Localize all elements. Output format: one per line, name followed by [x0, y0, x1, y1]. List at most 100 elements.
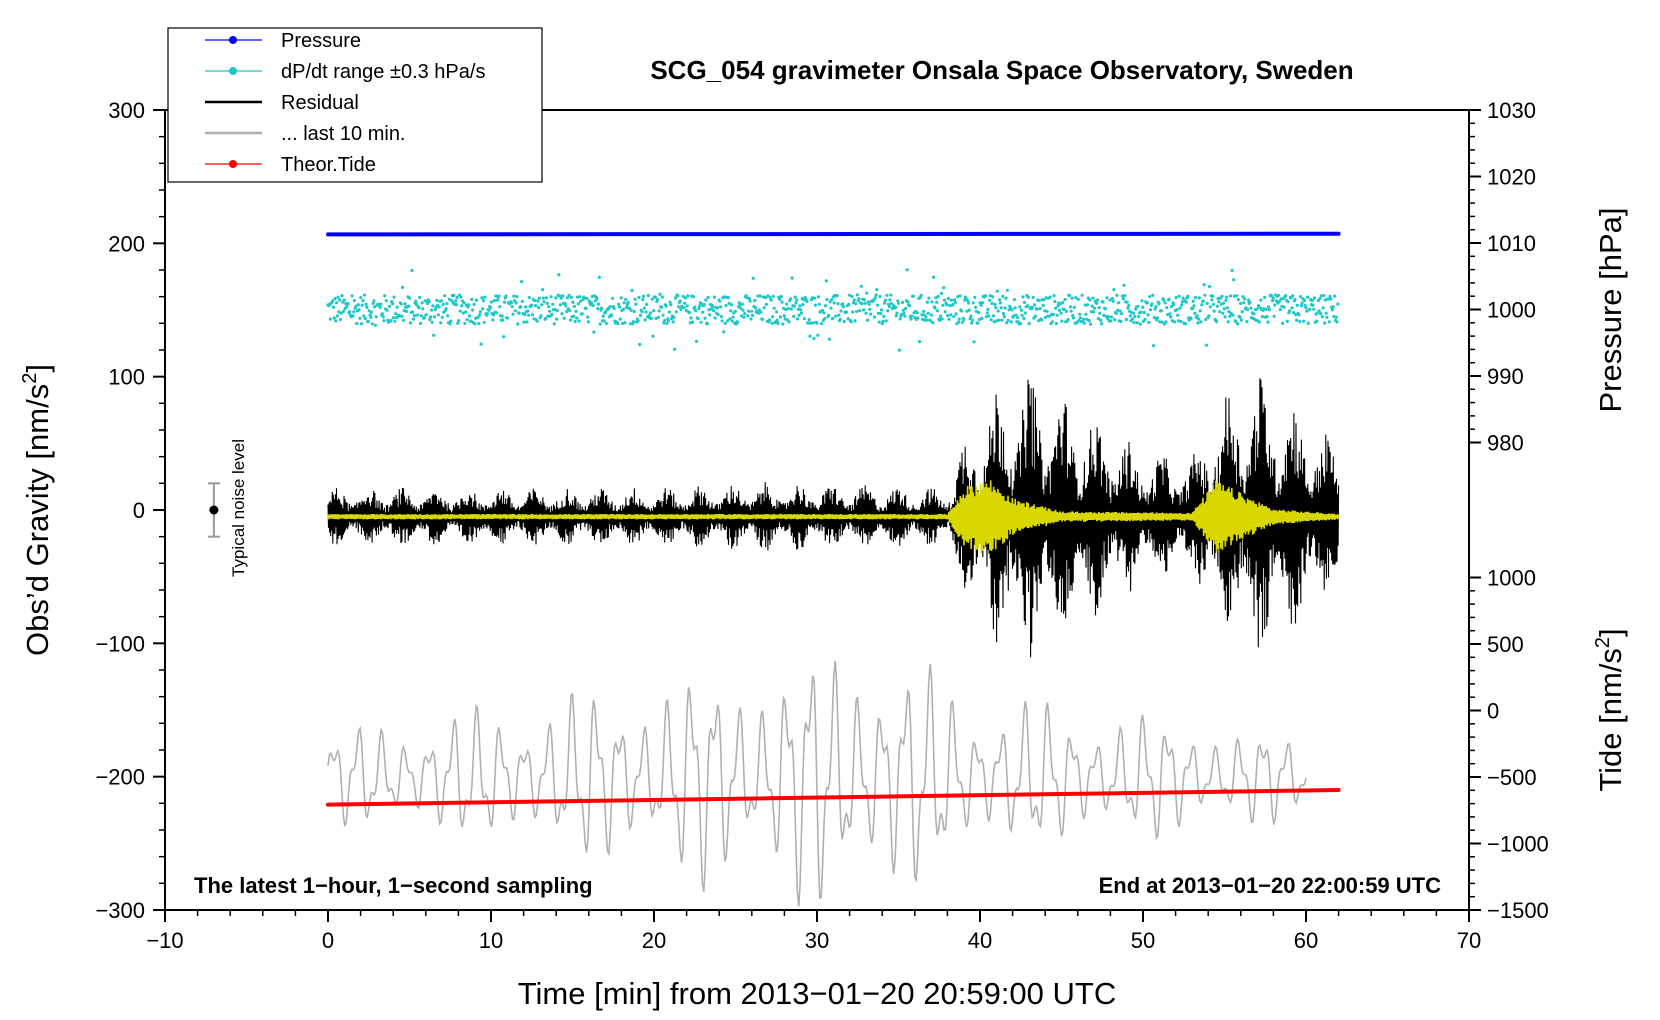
- dpdt-point: [1252, 312, 1256, 316]
- dpdt-point: [1005, 288, 1010, 292]
- dpdt-point: [418, 295, 422, 300]
- pressure-tick-label: 1020: [1487, 165, 1536, 190]
- dpdt-point: [1277, 299, 1282, 303]
- dpdt-point: [1055, 313, 1059, 317]
- dpdt-point: [390, 302, 395, 306]
- dpdt-point: [949, 298, 954, 302]
- dpdt-point: [549, 295, 553, 299]
- dpdt-point: [414, 299, 418, 303]
- dpdt-point: [1042, 298, 1046, 302]
- dpdt-point: [1315, 319, 1319, 323]
- dpdt-point: [565, 310, 569, 314]
- dpdt-point: [1197, 296, 1201, 300]
- dpdt-point: [379, 302, 383, 306]
- dpdt-point: [1139, 310, 1143, 314]
- dpdt-point: [455, 296, 459, 300]
- dpdt-point: [753, 298, 757, 303]
- dpdt-point: [1090, 304, 1094, 308]
- dpdt-point: [659, 305, 664, 309]
- dpdt-point: [952, 314, 956, 319]
- dpdt-point: [1186, 294, 1190, 298]
- dpdt-point: [384, 299, 388, 303]
- legend-label: Pressure: [281, 30, 361, 52]
- dpdt-point: [925, 300, 930, 304]
- dpdt-point: [1051, 312, 1055, 316]
- dpdt-point: [719, 305, 723, 309]
- dpdt-point: [1048, 295, 1052, 299]
- dpdt-point: [1110, 296, 1114, 301]
- dpdt-point: [712, 295, 717, 299]
- dpdt-point: [862, 308, 866, 312]
- dpdt-point: [683, 301, 687, 305]
- dpdt-point: [672, 315, 676, 319]
- dpdt-point: [634, 302, 638, 306]
- dpdt-point: [471, 308, 475, 312]
- dpdt-point: [897, 301, 901, 305]
- dpdt-point: [779, 294, 783, 299]
- dpdt-point: [708, 313, 712, 317]
- dpdt-point: [771, 294, 776, 298]
- dpdt-point: [715, 306, 720, 310]
- dpdt-point: [1232, 294, 1236, 298]
- dpdt-point: [827, 337, 832, 341]
- dpdt-point: [424, 313, 428, 317]
- dpdt-point: [351, 314, 355, 318]
- dpdt-point: [673, 347, 677, 351]
- dpdt-point: [841, 305, 846, 309]
- dpdt-point: [568, 309, 572, 313]
- dpdt-point: [443, 294, 447, 298]
- dpdt-point: [1061, 301, 1065, 305]
- dpdt-point: [1050, 320, 1055, 324]
- dpdt-point: [885, 293, 889, 297]
- dpdt-point: [331, 305, 335, 309]
- dpdt-point: [573, 319, 577, 324]
- dpdt-point: [1038, 307, 1042, 311]
- dpdt-point: [459, 295, 463, 299]
- dpdt-point: [1082, 317, 1086, 321]
- dpdt-point: [1070, 296, 1074, 300]
- dpdt-point: [872, 315, 877, 319]
- dpdt-point: [470, 297, 474, 301]
- dpdt-point: [1041, 303, 1045, 308]
- dpdt-point: [1180, 303, 1184, 307]
- dpdt-point: [1159, 309, 1163, 313]
- dpdt-point: [435, 298, 439, 302]
- dpdt-point: [740, 302, 744, 306]
- dpdt-point: [970, 321, 974, 325]
- dpdt-point: [492, 299, 496, 303]
- dpdt-point: [740, 314, 744, 318]
- dpdt-point: [523, 313, 527, 317]
- dpdt-point: [889, 293, 893, 297]
- dpdt-point: [1173, 320, 1177, 324]
- dpdt-point: [401, 285, 405, 289]
- dpdt-point: [927, 296, 931, 300]
- dpdt-point: [946, 314, 950, 318]
- dpdt-point: [1189, 317, 1193, 321]
- dpdt-point: [476, 315, 480, 319]
- dpdt-point: [1110, 315, 1114, 319]
- dpdt-point: [956, 320, 961, 324]
- filtered-residual-line: [327, 480, 1340, 554]
- theor-tide-series: [326, 788, 1341, 807]
- dpdt-point: [1069, 309, 1073, 313]
- dpdt-point: [846, 317, 850, 321]
- dpdt-point: [789, 307, 793, 311]
- dpdt-point: [1160, 320, 1164, 324]
- tide-tick-label: 500: [1487, 632, 1524, 657]
- dpdt-point: [749, 317, 753, 321]
- dpdt-point: [674, 310, 678, 314]
- dpdt-point: [1239, 318, 1243, 322]
- dpdt-point: [608, 305, 612, 309]
- dpdt-point: [640, 310, 644, 314]
- dpdt-point: [432, 333, 436, 337]
- dpdt-point: [535, 319, 539, 323]
- dpdt-point: [439, 321, 443, 325]
- x-tick-label: 50: [1131, 928, 1155, 953]
- dpdt-point: [743, 312, 747, 316]
- dpdt-point: [689, 316, 693, 320]
- dpdt-point: [893, 305, 898, 310]
- dpdt-point: [987, 314, 991, 318]
- dpdt-point: [989, 318, 993, 322]
- dpdt-point: [872, 298, 876, 302]
- dpdt-point: [792, 304, 797, 308]
